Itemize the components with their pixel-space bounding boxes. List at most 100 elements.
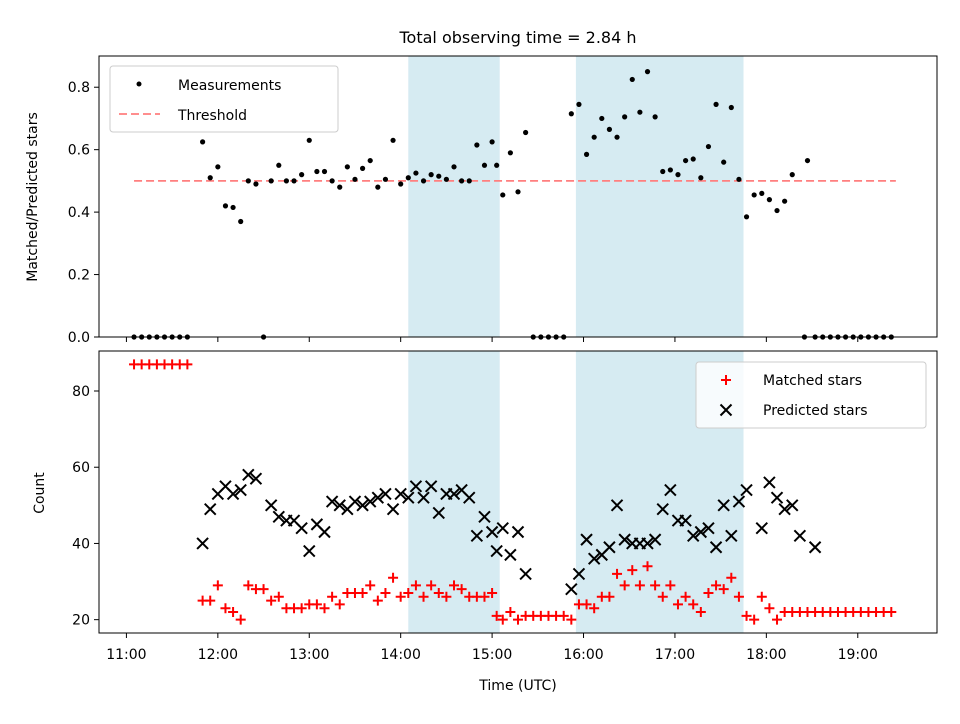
measurement-point xyxy=(804,157,811,164)
measurement-point xyxy=(481,162,488,168)
predicted-star-point xyxy=(204,502,217,516)
matched-star-point xyxy=(695,607,706,618)
ratio-y-ticks: 0.0 0.2 0.4 0.6 0.8 xyxy=(68,80,99,346)
measurement-point xyxy=(489,139,495,145)
measurement-point xyxy=(398,181,404,187)
count-x-ticks: 11:00 12:00 13:00 14:00 15:00 16:00 17:00 18:00… xyxy=(106,633,878,663)
predicted-star-point xyxy=(196,537,209,550)
predicted-star-point xyxy=(470,529,484,543)
measurement-point xyxy=(131,334,137,340)
count-legend: Matched stars Predicted stars xyxy=(695,361,927,429)
measurement-point xyxy=(766,197,773,203)
matched-star-point xyxy=(410,580,421,591)
predicted-star-point xyxy=(687,529,700,543)
matched-star-point xyxy=(772,614,783,625)
measurement-point xyxy=(728,104,734,111)
predicted-star-point xyxy=(447,487,461,501)
matched-star-point xyxy=(726,572,737,583)
matched-star-point xyxy=(718,584,729,595)
matched-star-point xyxy=(228,607,239,618)
measurement-point xyxy=(576,101,582,107)
measurement-point xyxy=(583,151,590,157)
measurement-point xyxy=(207,175,213,181)
measurement-point xyxy=(667,167,673,173)
measurement-point xyxy=(405,175,411,181)
measurement-point xyxy=(184,334,190,340)
matched-star-point xyxy=(296,603,307,614)
measurement-point xyxy=(146,334,152,340)
measurement-point xyxy=(743,214,750,220)
measurement-point xyxy=(553,334,559,340)
matched-star-point xyxy=(634,580,645,591)
measurement-point xyxy=(759,190,765,196)
measurement-points xyxy=(131,69,894,340)
predicted-star-point xyxy=(732,495,746,508)
legend-measurements-label: Measurements xyxy=(178,78,281,94)
ratio-legend-box xyxy=(109,65,339,133)
x-tick-label: 17:00 xyxy=(655,647,695,663)
measurement-point xyxy=(367,157,373,164)
top-shaded-intervals xyxy=(408,56,744,337)
predicted-star-point xyxy=(379,487,392,501)
predicted-star-point xyxy=(417,491,430,504)
predicted-star-point xyxy=(249,472,263,485)
matched-star-point xyxy=(749,614,760,625)
predicted-star-point xyxy=(656,502,669,516)
predicted-points xyxy=(196,468,822,596)
matched-points xyxy=(129,359,897,625)
matched-star-point xyxy=(642,561,653,572)
measurement-point xyxy=(436,173,442,179)
predicted-star-point xyxy=(664,483,677,497)
predicted-star-point xyxy=(587,552,601,565)
predicted-star-point xyxy=(356,499,369,512)
measurement-point xyxy=(873,334,879,340)
matched-star-point xyxy=(273,591,284,602)
measurement-point xyxy=(530,334,536,340)
x-tick-label: 13:00 xyxy=(289,647,329,663)
predicted-star-point xyxy=(504,548,517,562)
ratio-y-axis-label: Matched/Predicted stars xyxy=(25,112,41,282)
matched-star-point xyxy=(566,614,577,625)
measurement-point xyxy=(200,139,206,145)
predicted-star-point xyxy=(808,541,822,554)
x-tick-label: 14:00 xyxy=(381,647,421,663)
matched-star-point xyxy=(372,595,383,606)
matched-star-point xyxy=(357,587,368,598)
matched-star-point xyxy=(711,580,722,591)
measurement-point xyxy=(459,178,465,184)
matched-star-point xyxy=(395,591,406,602)
shaded-interval xyxy=(408,351,500,633)
matched-star-point xyxy=(182,359,193,370)
ratio-panel: 0.00.20.40.60.8 Matched/Predicted stars … xyxy=(25,55,938,346)
matched-star-point xyxy=(703,587,714,598)
measurement-point xyxy=(245,178,251,184)
predicted-star-point xyxy=(295,521,308,535)
matched-star-point xyxy=(220,603,231,614)
measurement-point xyxy=(736,176,742,182)
predicted-star-point xyxy=(763,476,776,489)
chart-title: Total observing time = 2.84 h xyxy=(398,28,636,47)
matched-star-point xyxy=(491,610,502,621)
measurement-point xyxy=(321,168,328,175)
matched-star-point xyxy=(334,599,345,610)
predicted-star-point xyxy=(694,525,708,539)
predicted-star-point xyxy=(478,510,491,523)
legend-cross xyxy=(719,403,733,417)
measurement-point xyxy=(545,334,552,340)
predicted-star-point xyxy=(740,483,753,497)
count-legend-box xyxy=(695,361,927,429)
ratio-x-ticks xyxy=(125,337,859,342)
predicted-star-point xyxy=(709,541,723,554)
predicted-star-point xyxy=(303,544,316,558)
measurement-point xyxy=(888,334,894,340)
predicted-star-point xyxy=(496,521,509,535)
measurement-point xyxy=(538,334,544,340)
measurement-point xyxy=(283,178,290,184)
shaded-interval xyxy=(408,56,500,337)
predicted-star-point xyxy=(272,510,285,523)
matched-star-point xyxy=(479,591,490,602)
predicted-star-point xyxy=(242,468,255,482)
measurement-point xyxy=(337,184,343,190)
predicted-star-point xyxy=(610,499,624,512)
measurement-point xyxy=(268,178,274,184)
